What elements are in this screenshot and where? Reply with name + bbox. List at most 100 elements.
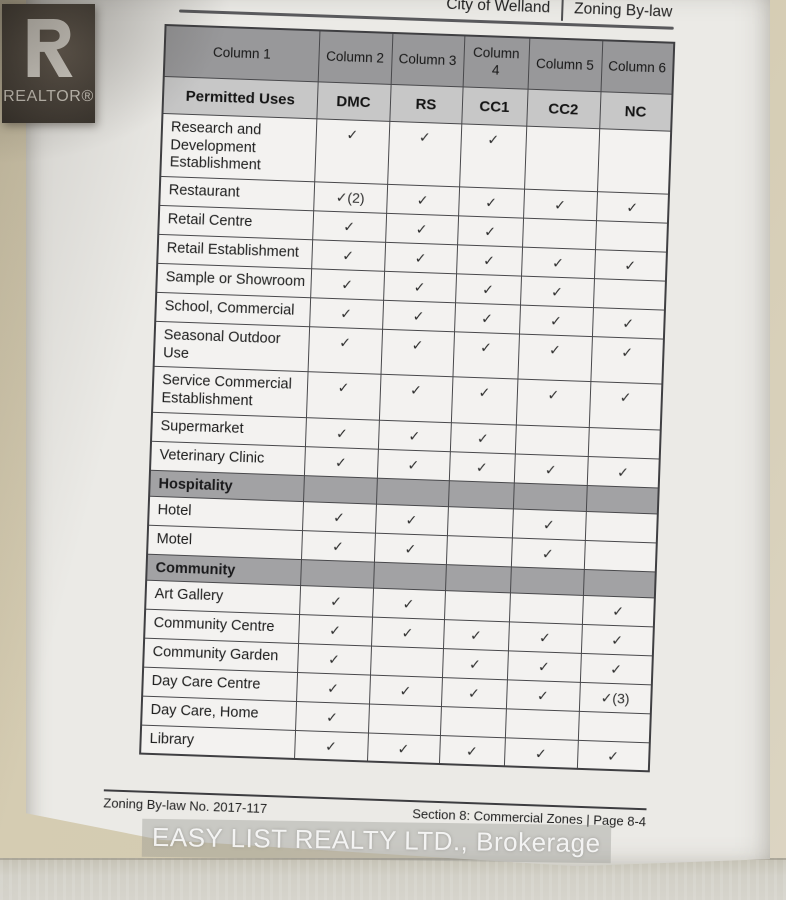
realtor-wordmark: REALTOR® bbox=[3, 88, 94, 105]
footer-bylaw-number: Zoning By-law No. 2017-117 bbox=[103, 795, 268, 817]
check-cell: ✓ bbox=[507, 621, 582, 654]
check-cell: ✓ bbox=[596, 191, 669, 224]
empty-cell bbox=[509, 566, 584, 596]
empty-cell bbox=[585, 485, 659, 514]
check-cell: ✓ bbox=[510, 537, 585, 570]
empty-cell bbox=[367, 703, 441, 736]
use-label: Research and Development Establishment bbox=[160, 113, 317, 182]
empty-cell bbox=[370, 645, 443, 678]
check-cell: ✓ bbox=[304, 417, 379, 449]
check-cell: ✓ bbox=[372, 587, 446, 620]
check-cell: ✓ bbox=[294, 730, 368, 762]
check-cell: ✓ bbox=[455, 273, 522, 306]
empty-cell bbox=[584, 511, 658, 543]
empty-cell bbox=[583, 540, 657, 572]
check-cell: ✓ bbox=[297, 643, 372, 675]
check-cell: ✓ bbox=[382, 300, 456, 332]
check-cell: ✓ bbox=[302, 501, 376, 533]
check-cell: ✓ bbox=[298, 614, 373, 646]
check-cell: ✓ bbox=[310, 268, 385, 301]
column-header: Column 1 bbox=[163, 25, 320, 82]
empty-cell bbox=[445, 564, 511, 593]
check-cell: ✓ bbox=[312, 210, 387, 243]
check-cell: ✓ bbox=[299, 585, 374, 617]
check-cell: ✓ bbox=[438, 735, 505, 767]
check-cell: ✓ bbox=[384, 242, 458, 274]
check-cell: ✓ bbox=[518, 305, 593, 337]
check-cell: ✓ bbox=[515, 379, 591, 428]
check-cell: ✓ bbox=[591, 307, 665, 340]
check-cell: ✓ bbox=[377, 420, 451, 452]
check-cell: ✓ bbox=[441, 648, 508, 680]
empty-cell bbox=[375, 477, 449, 507]
check-cell: ✓ bbox=[450, 377, 518, 425]
check-cell: ✓ bbox=[579, 653, 653, 685]
empty-cell bbox=[592, 278, 666, 311]
check-cell: ✓ bbox=[376, 448, 450, 481]
empty-cell bbox=[512, 482, 587, 512]
check-cell: ✓ bbox=[456, 244, 523, 277]
empty-cell bbox=[597, 128, 672, 195]
check-cell: ✓ bbox=[449, 422, 516, 454]
empty-cell bbox=[514, 424, 589, 457]
check-cell: ✓ bbox=[590, 336, 664, 385]
check-cell: ✓ bbox=[459, 123, 527, 190]
check-cell: ✓ bbox=[452, 331, 519, 380]
column-header: Column 3 bbox=[390, 32, 465, 87]
column-header: Column 2 bbox=[317, 30, 393, 85]
use-label: Service Commercial Establishment bbox=[152, 366, 308, 418]
empty-cell bbox=[443, 590, 510, 622]
check-cell: ✓ bbox=[588, 381, 663, 430]
check-cell: ✓ bbox=[581, 595, 655, 627]
document-content: City of Welland Zoning By-law Column 1 Co… bbox=[103, 0, 676, 830]
permitted-uses-table: Column 1 Column 2 Column 3 Column 4 Column 5… bbox=[139, 23, 676, 773]
header-city-name: City of Welland bbox=[445, 0, 551, 17]
zone-header: RS bbox=[389, 84, 463, 124]
check-cell: ✓ bbox=[314, 118, 390, 185]
table-body: Research and Development Establishment ✓ ✓… bbox=[140, 113, 672, 772]
check-cell: ✓ bbox=[309, 297, 384, 330]
check-cell: ✓ bbox=[296, 672, 371, 704]
column-header: Column 4 bbox=[462, 35, 530, 90]
check-cell: ✓ bbox=[586, 456, 660, 488]
empty-cell bbox=[582, 569, 656, 598]
check-cell: ✓ bbox=[513, 453, 588, 486]
check-cell: ✓(3) bbox=[578, 682, 652, 714]
zone-header: Permitted Uses bbox=[162, 76, 318, 119]
check-cell: ✓ bbox=[458, 186, 525, 219]
empty-cell bbox=[300, 559, 374, 588]
check-cell: ✓ bbox=[442, 619, 509, 651]
check-cell: ✓ bbox=[593, 249, 667, 282]
realtor-r-icon bbox=[27, 19, 73, 77]
use-label: Seasonal Outdoor Use bbox=[153, 321, 310, 373]
check-cell: ✓ bbox=[295, 701, 370, 733]
empty-cell bbox=[594, 220, 668, 253]
check-cell: ✓ bbox=[305, 372, 381, 421]
check-cell: ✓ bbox=[523, 189, 598, 221]
column-header: Column 5 bbox=[527, 37, 603, 92]
check-cell: ✓ bbox=[301, 530, 375, 562]
empty-cell bbox=[439, 706, 506, 738]
check-cell: ✓ bbox=[385, 213, 459, 245]
empty-cell bbox=[446, 506, 513, 538]
check-cell: ✓ bbox=[521, 247, 595, 279]
check-cell: ✓ bbox=[374, 503, 448, 536]
header-divider bbox=[560, 0, 564, 21]
check-cell: ✓ bbox=[373, 532, 447, 565]
check-cell: ✓ bbox=[580, 624, 654, 656]
check-cell: ✓ bbox=[386, 184, 460, 216]
check-cell: ✓ bbox=[380, 329, 455, 378]
check-cell: ✓ bbox=[505, 679, 580, 712]
brokerage-watermark: EASY LIST REALTY LTD., Brokerage bbox=[141, 818, 611, 864]
realtor-logo: REALTOR® bbox=[2, 4, 95, 123]
check-cell: ✓ bbox=[371, 616, 444, 649]
check-cell: ✓ bbox=[503, 737, 578, 770]
empty-cell bbox=[447, 480, 514, 509]
empty-cell bbox=[522, 218, 597, 250]
empty-cell bbox=[373, 561, 446, 591]
check-cell: ✓ bbox=[383, 271, 457, 303]
check-cell: ✓ bbox=[454, 302, 521, 335]
zone-header: NC bbox=[599, 91, 673, 132]
zone-header: DMC bbox=[316, 81, 391, 122]
